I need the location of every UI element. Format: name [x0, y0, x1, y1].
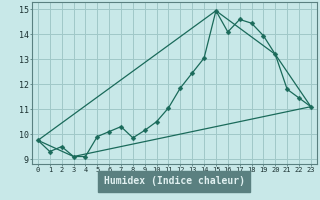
X-axis label: Humidex (Indice chaleur): Humidex (Indice chaleur) — [104, 176, 245, 186]
